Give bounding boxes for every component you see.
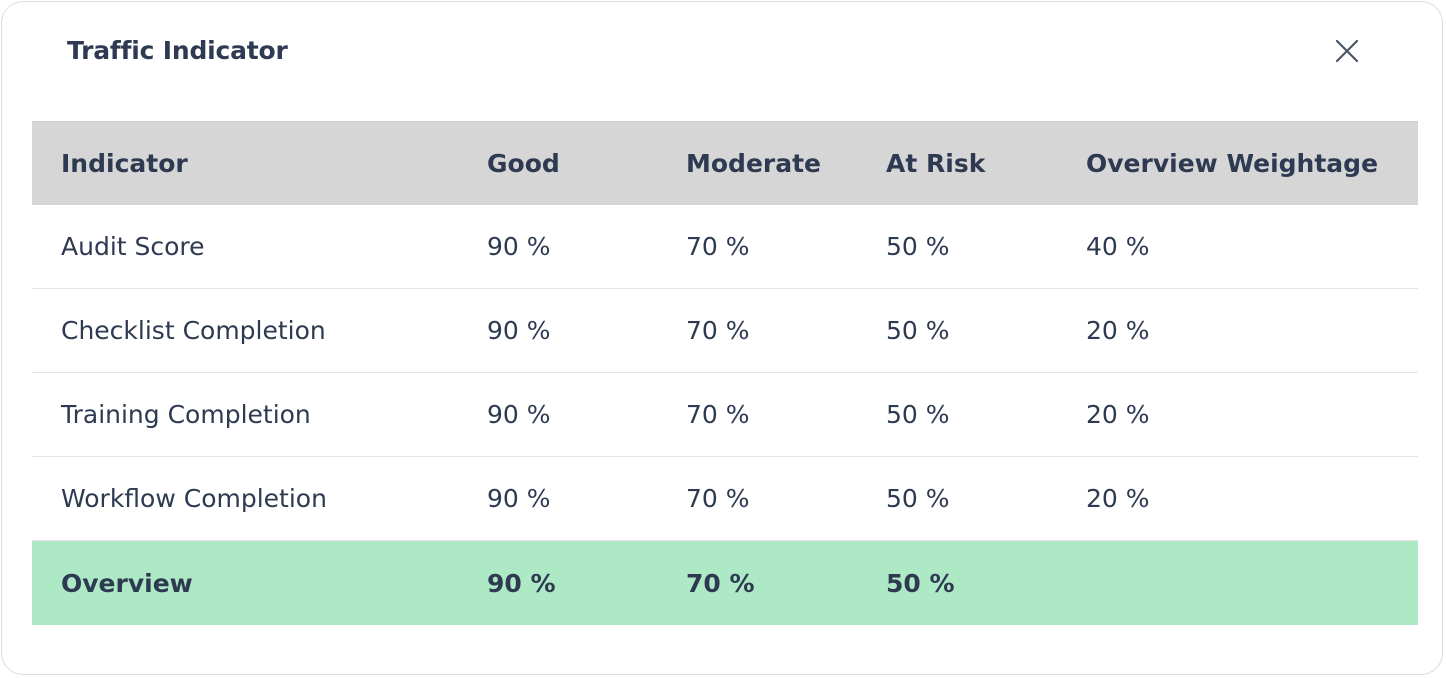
traffic-indicator-table: Indicator Good Moderate At Risk Overview… <box>32 121 1418 625</box>
good-cell: 90 % <box>487 484 551 513</box>
moderate-cell: 70 % <box>686 484 750 513</box>
indicator-name-cell: Audit Score <box>61 232 205 261</box>
indicator-name-cell: Workflow Completion <box>61 484 327 513</box>
weightage-cell: 20 % <box>1086 316 1150 345</box>
table-header-row: Indicator Good Moderate At Risk Overview… <box>32 121 1418 205</box>
moderate-cell: 70 % <box>686 232 750 261</box>
overview-row: Overview 90 % 70 % 50 % <box>32 541 1418 625</box>
weightage-cell: 20 % <box>1086 484 1150 513</box>
table-row: Checklist Completion 90 % 70 % 50 % 20 % <box>32 289 1418 373</box>
weightage-cell: 20 % <box>1086 400 1150 429</box>
overview-label-cell: Overview <box>61 568 193 598</box>
column-header-moderate: Moderate <box>686 149 822 178</box>
close-button[interactable] <box>1330 34 1364 68</box>
at-risk-cell: 50 % <box>886 232 950 261</box>
indicator-name-cell: Checklist Completion <box>61 316 326 345</box>
at-risk-cell: 50 % <box>886 316 950 345</box>
moderate-cell: 70 % <box>686 400 750 429</box>
good-cell: 90 % <box>487 400 551 429</box>
column-header-good: Good <box>487 149 560 178</box>
dialog-title: Traffic Indicator <box>67 36 288 65</box>
at-risk-cell: 50 % <box>886 400 950 429</box>
column-header-at-risk: At Risk <box>886 149 986 178</box>
at-risk-cell: 50 % <box>886 484 950 513</box>
overview-moderate-cell: 70 % <box>686 568 755 598</box>
moderate-cell: 70 % <box>686 316 750 345</box>
column-header-overview-weightage: Overview Weightage <box>1086 149 1379 178</box>
good-cell: 90 % <box>487 232 551 261</box>
close-icon <box>1335 39 1359 63</box>
table-row: Audit Score 90 % 70 % 50 % 40 % <box>32 205 1418 289</box>
overview-good-cell: 90 % <box>487 568 556 598</box>
table-row: Workflow Completion 90 % 70 % 50 % 20 % <box>32 457 1418 541</box>
weightage-cell: 40 % <box>1086 232 1150 261</box>
good-cell: 90 % <box>487 316 551 345</box>
indicator-name-cell: Training Completion <box>61 400 311 429</box>
overview-at-risk-cell: 50 % <box>886 568 955 598</box>
column-header-indicator: Indicator <box>61 149 188 178</box>
table-row: Training Completion 90 % 70 % 50 % 20 % <box>32 373 1418 457</box>
